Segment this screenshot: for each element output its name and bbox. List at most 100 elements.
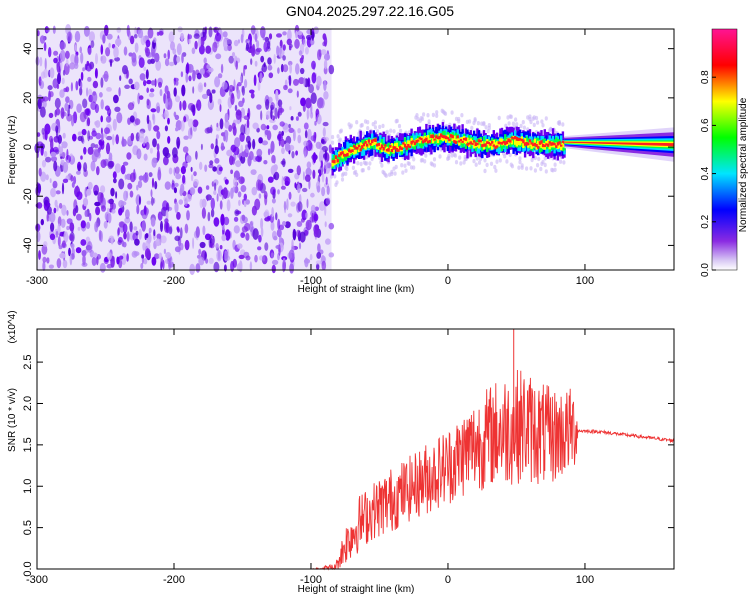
noise-speckle [70,114,75,127]
noise-speckle [284,142,291,152]
noise-speckle [39,81,42,86]
signal-band [560,143,563,151]
noise-speckle [108,42,111,49]
noise-speckle [239,75,243,83]
y-tick-label: 0 [22,144,34,150]
noise-speckle [139,73,146,81]
noise-speckle [160,220,163,232]
noise-speckle [143,80,147,87]
noise-speckle [80,71,84,81]
signal-band [495,141,499,146]
signal-halo [432,157,437,162]
signal-halo [335,180,339,185]
noise-speckle [208,163,214,169]
noise-speckle [146,79,152,85]
signal-halo [518,159,522,165]
noise-speckle [168,61,175,67]
noise-speckle [65,58,69,67]
noise-speckle [129,115,135,123]
noise-speckle [136,184,139,191]
noise-speckle [83,162,88,173]
colorbar-tick-label: 0.8 [700,70,711,84]
noise-speckle [212,41,218,53]
noise-speckle [215,134,219,140]
noise-speckle [303,122,309,130]
noise-speckle [59,89,65,98]
signal-halo [390,171,394,177]
noise-speckle [54,199,58,208]
signal-band [507,138,510,143]
noise-speckle [107,199,114,204]
signal-halo [359,161,363,167]
noise-speckle [270,186,276,195]
noise-speckle [209,92,213,104]
noise-speckle [89,212,92,222]
noise-speckle [288,127,295,133]
noise-speckle [145,172,148,178]
noise-speckle [77,226,81,231]
noise-speckle [94,121,98,126]
noise-speckle [124,216,131,224]
signal-band [397,149,400,152]
signal-halo [412,165,416,170]
noise-speckle [310,204,316,214]
noise-speckle [82,98,88,109]
noise-speckle [80,135,84,143]
noise-speckle [321,260,327,271]
noise-speckle [189,263,196,276]
noise-speckle [304,257,309,268]
noise-speckle [328,144,332,154]
signal-band [528,140,532,146]
signal-band [382,146,385,151]
noise-speckle [296,90,299,98]
noise-speckle [50,156,58,162]
signal-band [356,144,359,149]
noise-speckle [217,73,223,79]
noise-speckle [264,194,268,206]
noise-speckle [234,209,240,217]
noise-speckle [304,174,311,182]
noise-speckle [88,31,95,43]
noise-speckle [319,171,322,177]
y-tick-label: 0.5 [22,520,34,535]
noise-speckle [137,28,144,39]
signal-band [466,138,469,146]
noise-speckle [223,134,226,142]
noise-speckle [222,187,228,200]
signal-halo [495,159,499,164]
noise-speckle [66,225,70,231]
noise-speckle [49,91,54,98]
noise-speckle [217,98,222,106]
noise-speckle [153,125,160,132]
noise-speckle [72,133,77,142]
signal-band [448,133,451,141]
noise-speckle [252,228,259,240]
noise-speckle [280,138,285,148]
noise-speckle [61,141,68,149]
noise-speckle [84,186,88,198]
noise-speckle [264,242,269,251]
noise-speckle [90,160,96,172]
noise-speckle [320,49,327,55]
noise-speckle [82,197,89,207]
x-tick-label: -200 [163,275,185,287]
noise-speckle [302,38,307,47]
signal-band [545,143,548,146]
noise-speckle [322,121,329,127]
signal-band [532,143,535,147]
noise-speckle [107,161,114,170]
signal-halo [483,158,487,163]
spectrogram-signal-track [329,108,674,187]
noise-speckle [320,255,327,263]
noise-speckle [296,183,301,194]
noise-speckle [94,201,101,207]
noise-speckle [88,135,94,140]
signal-band [379,142,382,149]
noise-speckle [126,152,132,160]
noise-speckle [193,171,197,177]
noise-speckle [310,111,314,119]
noise-speckle [267,148,271,156]
noise-speckle [322,41,327,47]
x-tick-label: -100 [300,275,322,287]
noise-speckle [270,220,275,231]
